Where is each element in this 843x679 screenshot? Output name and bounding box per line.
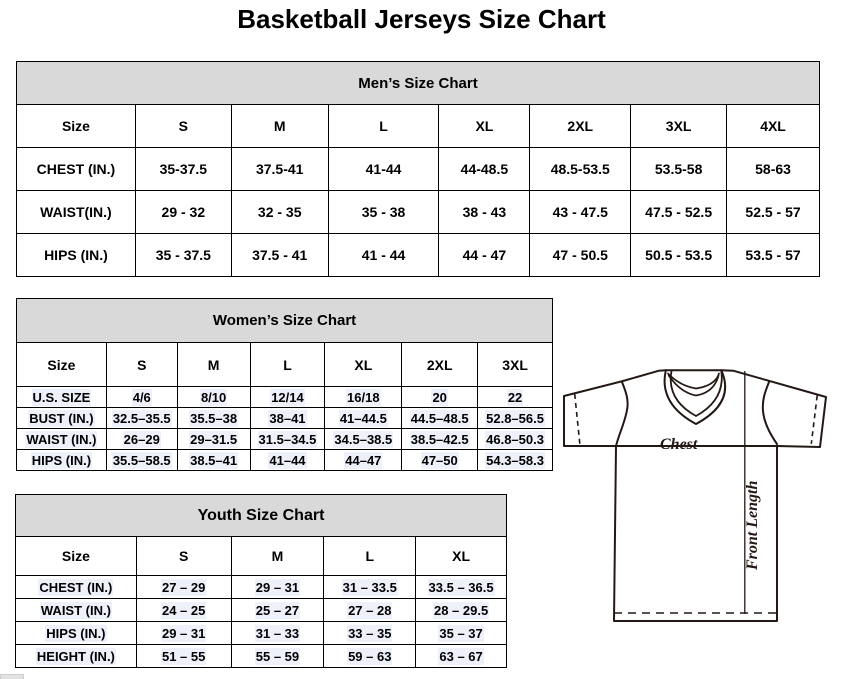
svg-text:Front Length: Front Length — [744, 481, 761, 571]
svg-text:Chest: Chest — [660, 436, 698, 453]
